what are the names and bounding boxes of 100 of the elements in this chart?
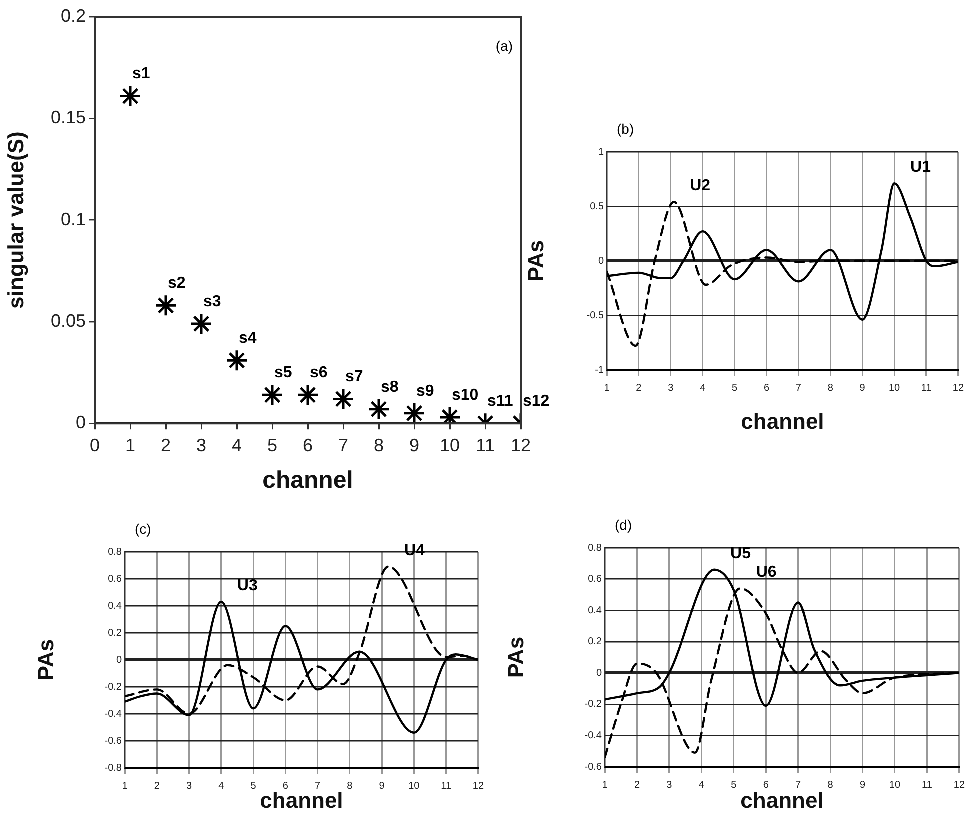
point [119, 85, 142, 108]
y-tick-label: 0.2 [108, 628, 122, 639]
x-axis-title: channel [262, 467, 354, 494]
x-tick-label: 8 [828, 382, 834, 394]
x-tick-label: 9 [379, 780, 386, 792]
y-tick-label: -0.8 [104, 762, 122, 774]
y-tick-label: 0 [116, 654, 122, 666]
y-tick-label: 0 [596, 668, 602, 679]
x-tick-label: 2 [634, 780, 640, 791]
x-tick-label: 11 [922, 780, 933, 791]
x-axis-title: channel [741, 408, 824, 434]
annotation: s12 [523, 393, 550, 410]
x-tick-label: 4 [698, 780, 705, 791]
y-tick-label: -0.4 [584, 730, 602, 742]
x-tick-label: 12 [954, 780, 966, 791]
y-tick-label: 1 [598, 146, 604, 158]
annotation: s11 [488, 393, 514, 410]
x-tick-label: 11 [921, 382, 932, 394]
x-tick-label: 7 [796, 382, 802, 394]
y-axis-title: singular value(S) [3, 132, 28, 309]
x-tick-label: 4 [700, 382, 706, 394]
x-tick-label: 10 [408, 780, 420, 792]
point [296, 384, 320, 406]
annotation: s2 [168, 275, 186, 292]
annotation: s5 [274, 364, 292, 382]
x-tick-label: 11 [441, 780, 452, 792]
annotation: s8 [381, 378, 399, 396]
series-label: U3 [237, 577, 258, 594]
y-tick-label: 0.15 [50, 108, 86, 128]
x-tick-label: 4 [232, 435, 242, 456]
y-tick-label: 0.5 [590, 201, 604, 212]
annotation: s9 [416, 382, 434, 400]
x-tick-label: 9 [409, 435, 420, 456]
annotation: s7 [346, 368, 364, 386]
x-tick-label: 6 [302, 435, 314, 456]
y-tick-label: -1 [595, 364, 604, 376]
y-tick-label: 0.2 [588, 636, 602, 648]
x-tick-label: 2 [636, 382, 642, 394]
series-label: U1 [910, 159, 932, 176]
point [403, 402, 426, 424]
annotation: s6 [310, 364, 328, 382]
series-label: U6 [756, 564, 777, 582]
y-tick-label: -0.6 [104, 736, 122, 747]
y-tick-label: -0.4 [104, 708, 122, 720]
annotation: s1 [132, 66, 150, 83]
point [190, 312, 213, 336]
x-tick-label: 3 [666, 780, 673, 791]
y-tick-label: 0.4 [588, 605, 602, 616]
x-tick-label: 12 [472, 780, 484, 792]
x-tick-label: 5 [250, 780, 257, 792]
x-tick-label: 3 [196, 435, 207, 456]
x-tick-label: 2 [160, 435, 172, 456]
x-tick-label: 7 [338, 435, 349, 456]
point [332, 388, 355, 410]
x-tick-label: 5 [732, 382, 738, 394]
y-axis-title: PAs [503, 636, 528, 678]
y-tick-label: 0 [598, 256, 604, 267]
y-tick-label: -0.2 [584, 699, 602, 710]
annotation: s4 [239, 330, 257, 347]
y-tick-label: 0.1 [60, 209, 86, 230]
x-tick-label: 8 [374, 435, 384, 456]
point [154, 294, 178, 317]
y-tick-label: -0.5 [586, 310, 604, 322]
x-tick-label: 9 [860, 780, 866, 791]
y-tick-label: 0 [76, 412, 86, 433]
x-tick-label: 8 [347, 780, 354, 792]
y-axis-title: PAs [523, 240, 548, 282]
y-tick-label: 0.8 [108, 546, 122, 558]
chart-title: (c) [135, 520, 152, 537]
annotation: s10 [452, 386, 479, 404]
series-label: U5 [730, 545, 752, 562]
text: (a) [496, 38, 513, 54]
x-tick-label: 10 [440, 435, 460, 456]
y-tick-label: 0.05 [50, 310, 86, 331]
x-tick-label: 8 [828, 780, 834, 791]
annotation: s3 [204, 293, 222, 310]
x-tick-label: 12 [510, 435, 532, 456]
x-tick-label: 10 [888, 382, 901, 394]
y-axis-title: PAs [33, 639, 58, 681]
y-tick-label: 0.8 [588, 542, 602, 554]
series-label: U2 [690, 178, 711, 195]
x-tick-label: 1 [125, 435, 136, 456]
x-tick-label: 11 [476, 435, 495, 456]
y-tick-label: 0.6 [588, 574, 602, 586]
chart-title: (b) [617, 120, 634, 137]
x-tick-label: 2 [154, 780, 160, 792]
x-tick-label: 4 [218, 780, 225, 792]
x-tick-label: 3 [668, 382, 674, 394]
x-tick-label: 10 [889, 780, 901, 791]
y-tick-label: 0.4 [108, 600, 122, 612]
chart-title: (d) [615, 516, 632, 533]
y-tick-label: 0.6 [108, 574, 122, 585]
x-tick-label: 3 [186, 780, 192, 792]
y-tick-label: 0.2 [60, 6, 86, 26]
point [261, 384, 284, 406]
point [226, 349, 248, 372]
x-tick-label: 0 [90, 435, 100, 456]
x-tick-label: 9 [860, 382, 866, 394]
x-tick-label: 6 [764, 382, 770, 394]
point [368, 398, 390, 421]
